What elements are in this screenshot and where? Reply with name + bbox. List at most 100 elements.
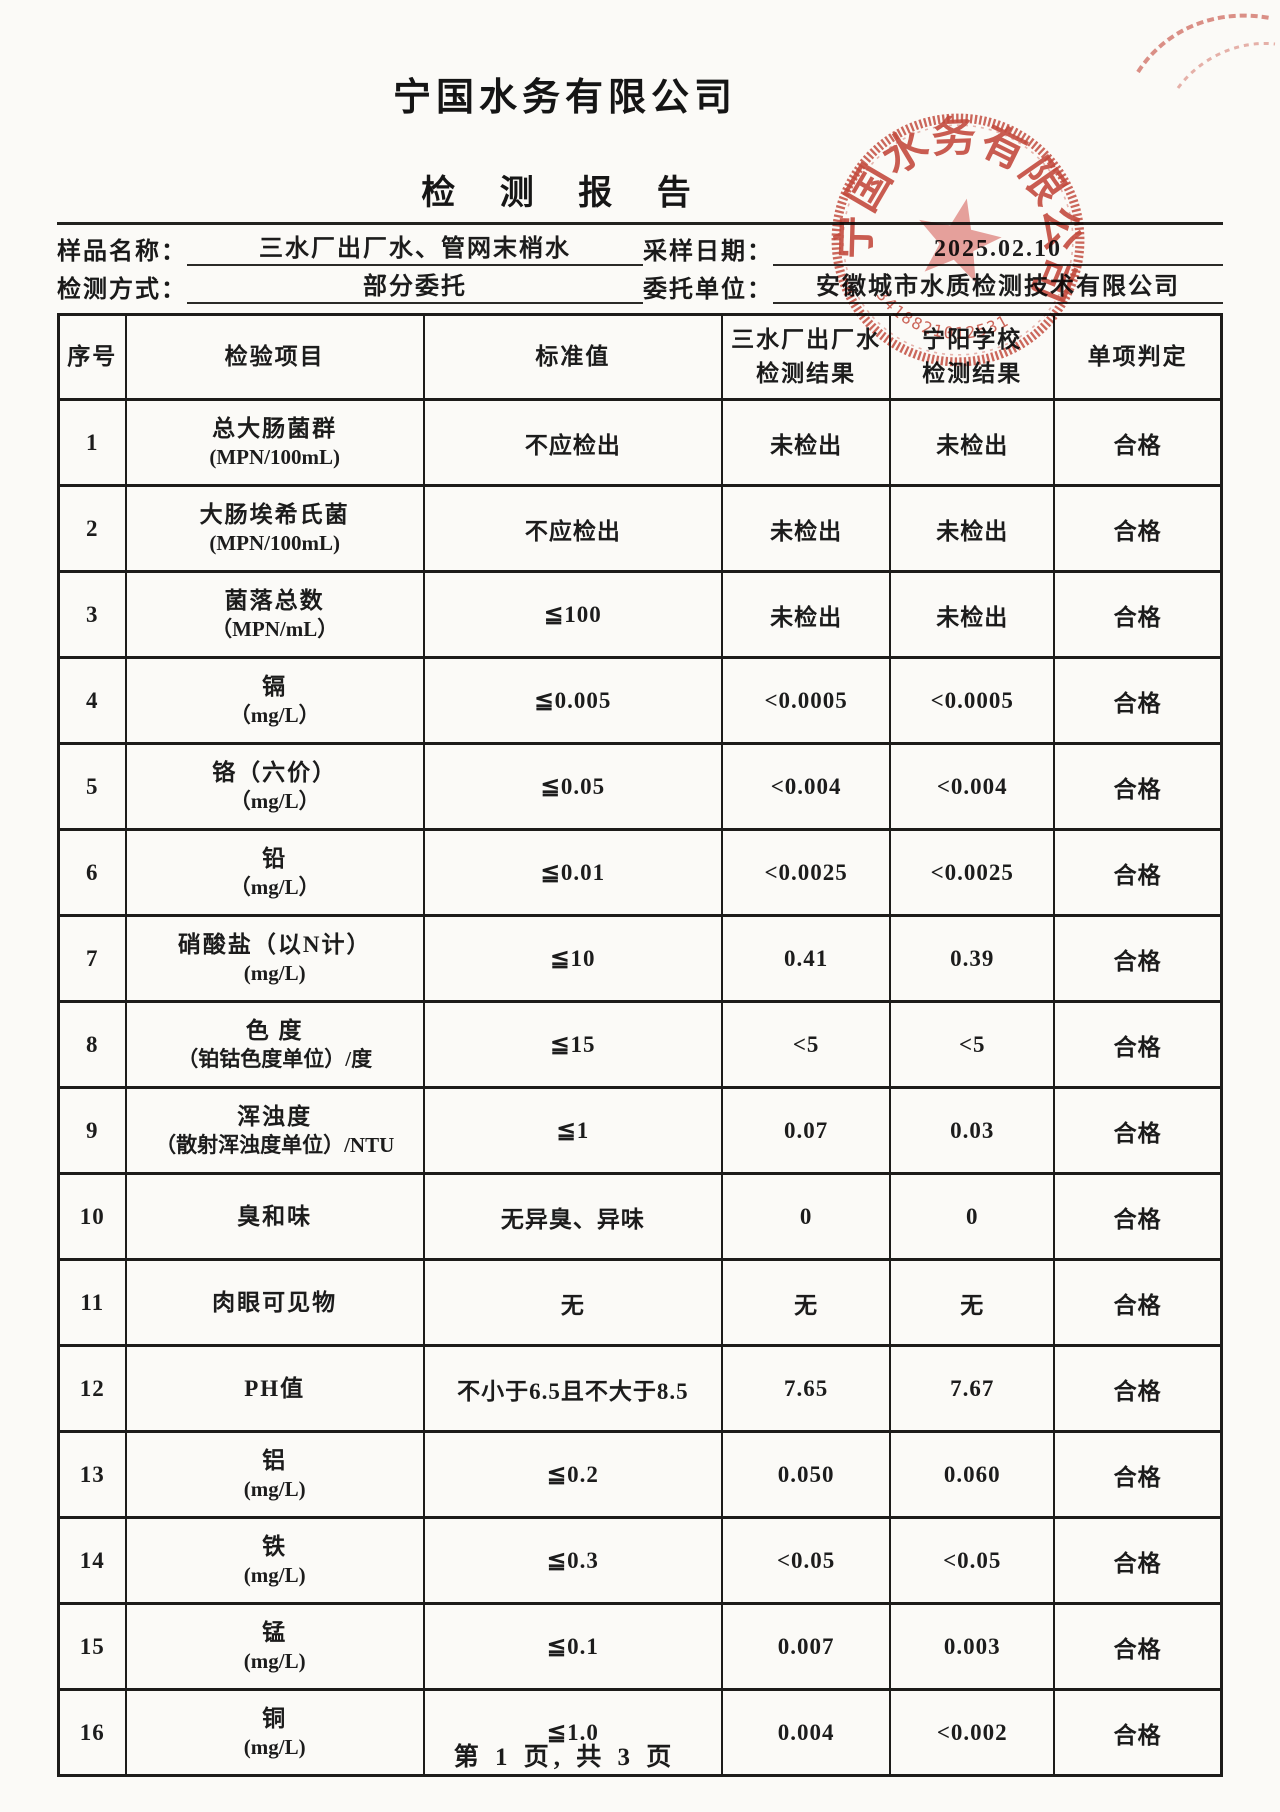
cell-standard: ≦15 — [422, 1000, 724, 1089]
client-label: 委托单位： — [643, 277, 773, 303]
table-row: 2 大肠埃希氏菌 (MPN/100mL) 不应检出 未检出 未检出 合格 — [57, 484, 1223, 573]
table-row: 6 铅 （mg/L） ≦0.01 <0.0025 <0.0025 合格 — [57, 828, 1223, 917]
cell-standard: ≦0.01 — [422, 828, 724, 917]
cell-item: 臭和味 — [124, 1172, 425, 1261]
test-method-label: 检测方式： — [57, 277, 187, 303]
client-row: 委托单位： 安徽城市水质检测技术有限公司 — [643, 271, 1223, 304]
sampling-date-label: 采样日期： — [643, 239, 773, 265]
cell-result-plant: 无 — [721, 1258, 892, 1347]
cell-result-plant: 未检出 — [721, 484, 892, 573]
item-unit: (mg/L) — [243, 1649, 306, 1674]
table-row: 3 菌落总数 （MPN/mL） ≦100 未检出 未检出 合格 — [57, 570, 1223, 659]
cell-standard: ≦100 — [422, 570, 724, 659]
table-header-row: 序号 检验项目 标准值 三水厂出厂水 检测结果 宁阳学校 检测结果 单项判定 — [57, 313, 1223, 401]
client-value: 安徽城市水质检测技术有限公司 — [773, 266, 1223, 304]
cell-result-school: 未检出 — [889, 398, 1056, 487]
item-name: 肉眼可见物 — [212, 1289, 338, 1315]
cell-result-plant: 0.007 — [721, 1602, 892, 1691]
column-header: 单项判定 — [1053, 313, 1223, 401]
cell-judgement: 合格 — [1053, 1516, 1223, 1605]
table-row: 13 铝 (mg/L) ≦0.2 0.050 0.060 合格 — [57, 1430, 1223, 1519]
table-row: 10 臭和味 无异臭、异味 0 0 合格 — [57, 1172, 1223, 1261]
cell-standard: ≦0.2 — [422, 1430, 724, 1519]
cell-item: 大肠埃希氏菌 (MPN/100mL) — [124, 484, 425, 573]
cell-no: 8 — [57, 1000, 127, 1089]
results-table: 序号 检验项目 标准值 三水厂出厂水 检测结果 宁阳学校 检测结果 单项判定 1 总大肠菌群 … — [57, 313, 1223, 1777]
table-row: 14 铁 (mg/L) ≦0.3 <0.05 <0.05 合格 — [57, 1516, 1223, 1605]
cell-judgement: 合格 — [1053, 570, 1223, 659]
cell-no: 4 — [57, 656, 127, 745]
cell-result-school: 0.003 — [889, 1602, 1056, 1691]
company-title: 宁国水务有限公司 — [392, 77, 737, 119]
cell-judgement: 合格 — [1053, 1430, 1223, 1519]
cell-item: PH值 — [124, 1344, 425, 1433]
cell-result-plant: 0.004 — [721, 1688, 892, 1777]
seal-ring — [831, 113, 1085, 367]
cell-no: 6 — [57, 828, 127, 917]
cell-standard: 不应检出 — [422, 398, 724, 487]
cell-no: 12 — [57, 1344, 127, 1433]
test-method-value: 部分委托 — [187, 266, 643, 304]
item-unit: (mg/L) — [243, 1563, 306, 1588]
cell-result-school: 0.39 — [889, 914, 1056, 1003]
cell-item: 铬（六价） （mg/L） — [124, 742, 425, 831]
cell-no: 5 — [57, 742, 127, 831]
cell-judgement: 合格 — [1053, 914, 1223, 1003]
cell-result-plant: 7.65 — [721, 1344, 892, 1433]
item-name: PH值 — [244, 1375, 306, 1401]
seal-star-icon — [919, 198, 1002, 283]
cell-result-plant: <0.0025 — [721, 828, 892, 917]
cell-result-school: <0.004 — [889, 742, 1056, 831]
cell-judgement: 合格 — [1053, 1000, 1223, 1089]
cell-item: 铅 （mg/L） — [124, 828, 425, 917]
column-header: 三水厂出厂水 检测结果 — [721, 313, 892, 401]
cell-standard: ≦1.0 — [422, 1688, 724, 1777]
company-seal-stamp: 宁国水务有限公司 3418821012531 — [824, 89, 1109, 367]
cell-item: 镉 （mg/L） — [124, 656, 425, 745]
table-row: 16 铜 (mg/L) ≦1.0 0.004 <0.002 合格 — [57, 1688, 1223, 1777]
cell-item: 色 度 （铂钴色度单位）/度 — [124, 1000, 425, 1089]
column-header: 序号 — [57, 313, 127, 401]
item-unit: （MPN/mL） — [211, 617, 339, 642]
cell-result-plant: 0.050 — [721, 1430, 892, 1519]
cell-result-school: <0.002 — [889, 1688, 1056, 1777]
cell-standard: ≦0.3 — [422, 1516, 724, 1605]
cell-no: 10 — [57, 1172, 127, 1261]
table-row: 5 铬（六价） （mg/L） ≦0.05 <0.004 <0.004 合格 — [57, 742, 1223, 831]
item-name: 铜 — [262, 1706, 288, 1732]
item-unit: (MPN/100mL) — [209, 445, 340, 470]
cell-no: 9 — [57, 1086, 127, 1175]
cell-no: 1 — [57, 398, 127, 487]
cell-no: 13 — [57, 1430, 127, 1519]
cell-standard: ≦1 — [422, 1086, 724, 1175]
cell-standard: 不应检出 — [422, 484, 724, 573]
cell-item: 铝 (mg/L) — [124, 1430, 425, 1519]
cell-standard: ≦10 — [422, 914, 724, 1003]
cell-judgement: 合格 — [1053, 1086, 1223, 1175]
table-row: 15 锰 (mg/L) ≦0.1 0.007 0.003 合格 — [57, 1602, 1223, 1691]
cell-standard: 无异臭、异味 — [422, 1172, 724, 1261]
cell-result-plant: <0.004 — [721, 742, 892, 831]
scan-red-marks — [1136, 13, 1276, 89]
item-name: 铝 — [262, 1448, 288, 1474]
item-unit: （mg/L） — [229, 875, 320, 900]
cell-result-school: 0 — [889, 1172, 1056, 1261]
cell-item: 铜 (mg/L) — [124, 1688, 425, 1777]
cell-result-school: 7.67 — [889, 1344, 1056, 1433]
item-unit: （mg/L） — [229, 703, 320, 728]
cell-result-school: 无 — [889, 1258, 1056, 1347]
item-name: 臭和味 — [237, 1203, 313, 1229]
cell-standard: 不小于6.5且不大于8.5 — [422, 1344, 724, 1433]
cell-result-plant: <5 — [721, 1000, 892, 1089]
item-name: 总大肠菌群 — [212, 416, 338, 442]
cell-result-school: 未检出 — [889, 570, 1056, 659]
cell-result-school: 未检出 — [889, 484, 1056, 573]
cell-result-school: 0.03 — [889, 1086, 1056, 1175]
cell-judgement: 合格 — [1053, 1688, 1223, 1777]
cell-item: 浑浊度 （散射浑浊度单位）/NTU — [124, 1086, 425, 1175]
cell-result-school: <5 — [889, 1000, 1056, 1089]
column-header: 宁阳学校 检测结果 — [889, 313, 1056, 401]
cell-result-school: <0.0005 — [889, 656, 1056, 745]
table-row: 1 总大肠菌群 (MPN/100mL) 不应检出 未检出 未检出 合格 — [57, 398, 1223, 487]
